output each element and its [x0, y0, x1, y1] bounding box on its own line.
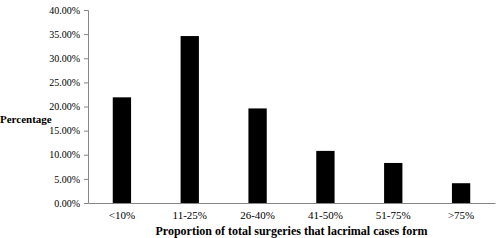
y-tick: 0.00% [54, 198, 88, 209]
y-tick-label: 20.00% [49, 101, 80, 112]
y-axis-line [84, 11, 89, 204]
y-tick-label: 30.00% [49, 53, 80, 64]
bar [452, 183, 470, 203]
y-tick-label: 25.00% [49, 77, 80, 88]
y-tick-label: 35.00% [49, 29, 80, 40]
x-axis-title: Proportion of total surgeries that lacri… [155, 224, 427, 238]
y-tick-label: 5.00% [54, 174, 80, 185]
chart: 0.00% 5.00% 10.00% 15.00% 20.00% 25.00% 30.00%… [0, 0, 500, 238]
x-tick-label: 26-40% [240, 209, 275, 221]
x-axis-line [89, 203, 496, 204]
y-tick-mark [84, 82, 88, 83]
x-tick: 26-40% [240, 203, 275, 221]
bar [113, 97, 131, 203]
y-tick-mark [84, 10, 88, 11]
y-tick-mark [84, 107, 88, 108]
y-tick-mark [84, 179, 88, 180]
x-tick-label: 51-75% [376, 209, 411, 221]
y-tick-label: 40.00% [49, 5, 80, 16]
y-tick: 25.00% [49, 77, 88, 88]
bars [113, 36, 470, 203]
x-tick-label: 41-50% [308, 209, 343, 221]
bar [181, 36, 199, 203]
y-tick: 15.00% [49, 125, 88, 136]
x-tick: >75% [448, 203, 474, 221]
y-tick-label: 15.00% [49, 125, 80, 136]
y-tick-mark [84, 203, 88, 204]
y-tick: 10.00% [49, 149, 88, 160]
y-axis-title: Percentage [0, 113, 52, 125]
y-axis: 0.00% 5.00% 10.00% 15.00% 20.00% 25.00% 30.00%… [49, 5, 88, 209]
y-tick-label: 10.00% [49, 149, 80, 160]
y-tick: 5.00% [54, 174, 88, 185]
bar [316, 151, 334, 203]
x-tick-label: >75% [448, 209, 474, 221]
x-tick-label: <10% [109, 209, 135, 221]
bar [384, 163, 402, 203]
y-tick: 20.00% [49, 101, 88, 112]
x-axis: <10% 11-25% 26-40% 41-50% 51-75% >75% [89, 203, 496, 221]
y-tick-mark [84, 155, 88, 156]
x-tick: <10% [109, 203, 135, 221]
x-tick: 41-50% [308, 203, 343, 221]
y-tick-label: 0.00% [54, 198, 80, 209]
y-tick-mark [84, 131, 88, 132]
y-tick-mark [84, 34, 88, 35]
x-tick: 51-75% [376, 203, 411, 221]
plot-area: 0.00% 5.00% 10.00% 15.00% 20.00% 25.00% 30.00%… [49, 5, 495, 221]
y-tick-mark [84, 58, 88, 59]
y-tick: 35.00% [49, 29, 88, 40]
y-tick: 40.00% [49, 5, 88, 16]
y-tick: 30.00% [49, 53, 88, 64]
bar [248, 108, 266, 203]
x-tick-label: 11-25% [173, 209, 207, 221]
x-tick: 11-25% [173, 203, 207, 221]
